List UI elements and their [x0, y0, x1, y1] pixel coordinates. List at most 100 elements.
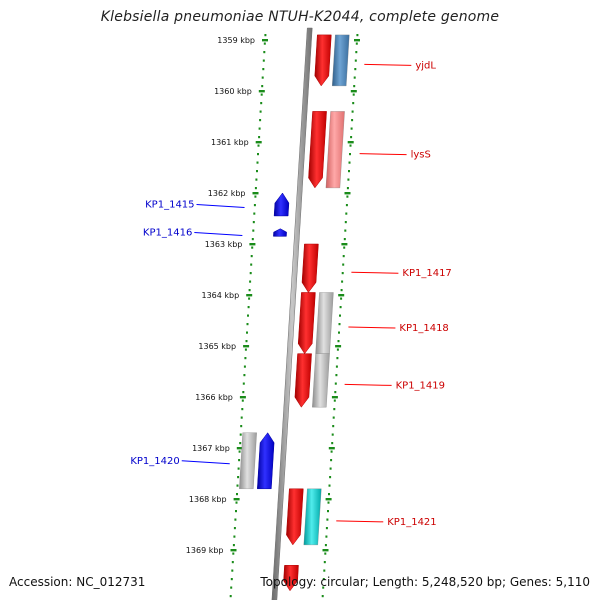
gene-feature[interactable] — [273, 228, 287, 237]
gene-label[interactable]: KP1_1421 — [387, 517, 436, 528]
label-leader-line — [344, 383, 392, 386]
track-dot — [325, 535, 328, 538]
backbone-bar — [271, 27, 313, 600]
tick-label: 1364 kbp — [201, 291, 239, 300]
cog-bar — [315, 292, 334, 354]
tick-label: 1366 kbp — [195, 393, 233, 402]
tick-mark-right — [341, 243, 348, 246]
gene-arrow-forward[interactable] — [286, 488, 304, 546]
gene-label[interactable]: KP1_1418 — [399, 323, 448, 334]
gene-feature[interactable] — [294, 353, 330, 408]
track-dot — [252, 229, 255, 232]
track-dot — [231, 569, 234, 572]
track-dot — [260, 93, 263, 96]
track-dot — [352, 102, 355, 105]
gene-feature[interactable] — [286, 488, 322, 546]
gene-feature[interactable] — [314, 34, 350, 87]
gene-arrow-forward[interactable] — [314, 34, 332, 87]
track-dot — [327, 501, 330, 504]
track-dot — [324, 544, 327, 547]
gene-arrow-forward[interactable] — [308, 111, 327, 189]
track-dot — [335, 365, 338, 368]
tick-mark-right — [338, 294, 345, 297]
track-dot — [249, 280, 252, 283]
track-dot — [251, 238, 254, 241]
gene-arrow-forward[interactable] — [294, 353, 312, 408]
tick-label: 1363 kbp — [205, 240, 243, 249]
track-dot — [238, 459, 241, 462]
gene-label[interactable]: KP1_1416 — [143, 228, 192, 239]
tick-mark-left — [243, 345, 250, 348]
track-dot — [329, 467, 332, 470]
tick-label: 1367 kbp — [192, 444, 230, 453]
gene-label[interactable]: KP1_1417 — [402, 268, 451, 279]
track-dot — [260, 102, 263, 105]
track-dot — [352, 93, 355, 96]
gene-label[interactable]: KP1_1419 — [396, 380, 445, 391]
gene-arrow-forward[interactable] — [283, 565, 299, 592]
track-dot — [244, 357, 247, 360]
track-dot — [248, 289, 251, 292]
tick-mark-right — [328, 447, 335, 450]
track-dot — [257, 153, 259, 156]
gene-feature[interactable] — [297, 292, 334, 355]
gene-label[interactable]: KP1_1415 — [145, 199, 194, 210]
label-leader-line — [359, 153, 407, 156]
track-dot — [325, 527, 328, 530]
gene-arrow-forward[interactable] — [297, 292, 316, 355]
tick-mark-left — [255, 141, 262, 144]
gene-arrow-reverse[interactable] — [273, 228, 287, 237]
cog-bar — [239, 432, 257, 489]
gene-feature[interactable] — [308, 111, 345, 189]
gene-feature[interactable] — [301, 243, 319, 293]
gene-label[interactable]: yjdL — [415, 60, 436, 71]
track-dot — [329, 476, 332, 479]
gene-arrow-reverse[interactable] — [257, 432, 275, 490]
gene-feature[interactable] — [283, 565, 299, 592]
track-dot — [231, 561, 234, 564]
tick-label: 1365 kbp — [198, 342, 236, 351]
label-leader-line — [336, 520, 384, 523]
track-dot — [348, 161, 351, 164]
track-dot — [232, 544, 235, 547]
tick-mark-right — [344, 192, 351, 195]
cog-bar — [303, 488, 322, 546]
tick-mark-right — [347, 141, 354, 144]
track-dot — [250, 255, 253, 258]
track-dot — [332, 425, 335, 428]
track-dot — [243, 374, 246, 377]
gene-feature[interactable] — [239, 432, 275, 490]
label-leader-line — [196, 203, 245, 208]
track-dot — [257, 144, 260, 147]
gene-feature[interactable] — [273, 192, 290, 217]
track-dot — [261, 85, 264, 88]
track-dot — [334, 382, 337, 385]
tick-mark-right — [322, 549, 329, 552]
track-dot — [351, 119, 354, 122]
gene-features — [239, 34, 350, 592]
gene-labels: yjdL lysS KP1_1415 KP1_1416 KP1_1417 KP1_1418… — [130, 60, 451, 527]
gene-label[interactable]: lysS — [411, 150, 431, 161]
label-leader-line — [351, 271, 399, 274]
track-dot — [233, 527, 236, 530]
cog-bar — [332, 34, 350, 87]
track-dot — [256, 170, 258, 173]
track-dot — [330, 450, 333, 453]
track-dot — [355, 42, 358, 45]
track-dot — [339, 314, 341, 317]
track-dot — [324, 552, 327, 555]
gene-arrow-forward[interactable] — [301, 243, 319, 293]
track-dot — [354, 59, 357, 62]
gene-arrow-reverse[interactable] — [273, 192, 290, 217]
genome-backbone — [271, 27, 313, 600]
track-dot — [250, 263, 253, 266]
track-dot — [254, 195, 257, 198]
track-dot — [262, 59, 265, 62]
track-dot — [344, 229, 347, 232]
track-dot — [230, 586, 233, 589]
gene-label[interactable]: KP1_1420 — [130, 456, 179, 467]
tick-mark-left — [249, 243, 256, 246]
track-dot — [323, 561, 326, 564]
track-dot — [346, 187, 349, 190]
track-dot — [252, 221, 255, 224]
